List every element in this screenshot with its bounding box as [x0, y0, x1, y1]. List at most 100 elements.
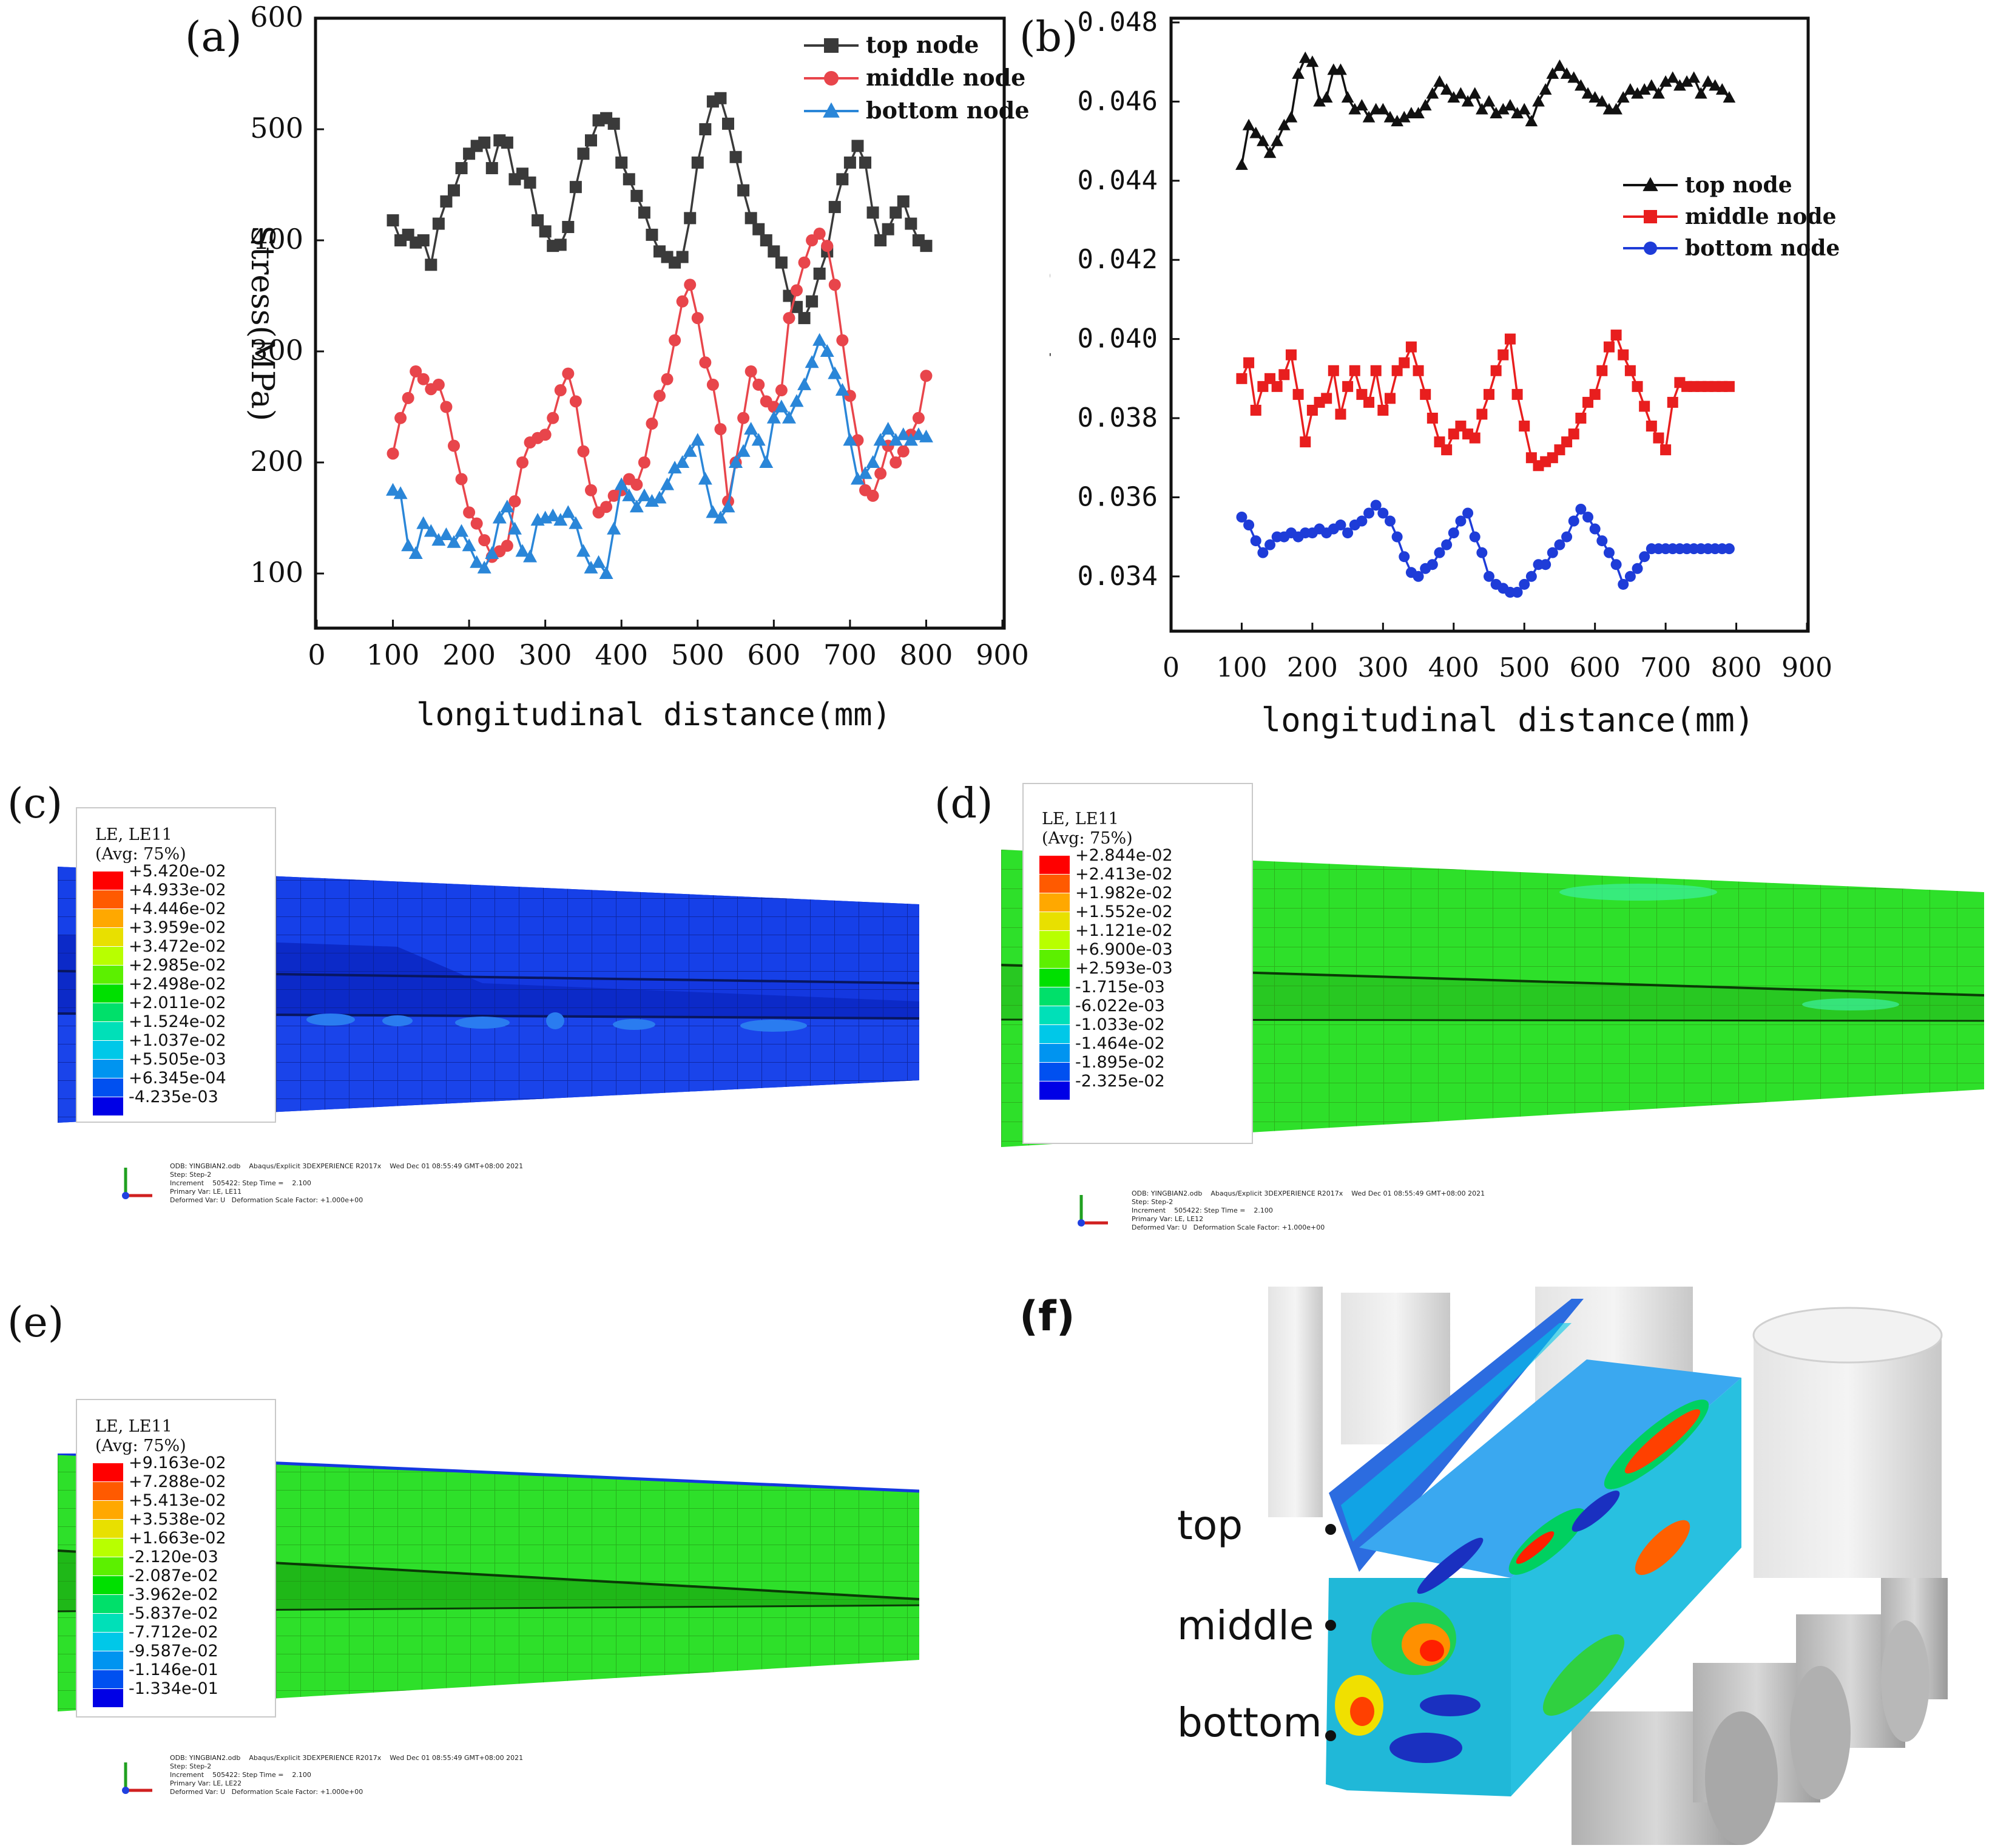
data-point [1595, 95, 1609, 107]
legend-value: +2.593e-03 [1075, 959, 1173, 978]
triad-icon [122, 1762, 152, 1794]
data-point [920, 240, 933, 252]
data-point [1582, 512, 1594, 523]
legend-value: +1.037e-02 [129, 1031, 226, 1050]
data-point [532, 214, 544, 227]
node-marker-bottom [1325, 1730, 1336, 1741]
data-point [1441, 444, 1453, 456]
data-point [1511, 388, 1523, 400]
data-point [1484, 570, 1494, 582]
data-point [1348, 103, 1362, 115]
data-point [737, 411, 750, 424]
y-axis-label: Strain [1050, 265, 1056, 384]
data-point [1257, 134, 1269, 146]
data-point [585, 484, 597, 496]
data-point [1426, 413, 1438, 424]
data-point [798, 256, 811, 269]
data-point [675, 455, 690, 468]
data-point [1561, 531, 1573, 543]
data-point [699, 356, 712, 369]
legend-value: +3.959e-02 [129, 918, 226, 937]
x-tick-label: 100 [366, 638, 420, 671]
data-point [1362, 110, 1376, 123]
legend-swatch [93, 966, 123, 984]
data-point [874, 467, 887, 480]
data-point [1413, 365, 1424, 376]
data-point [1377, 507, 1389, 519]
data-point [653, 390, 666, 402]
data-point [1525, 115, 1538, 127]
data-point [1482, 95, 1496, 107]
data-point [850, 472, 865, 485]
data-point [646, 417, 658, 430]
data-point [1624, 570, 1636, 582]
data-point [1271, 134, 1284, 146]
data-point [1589, 91, 1602, 103]
legend-value: -1.334e-01 [129, 1679, 218, 1698]
data-point [1596, 365, 1608, 376]
data-point [470, 517, 483, 530]
data-point [768, 245, 780, 258]
data-point [1618, 578, 1629, 590]
legend-swatch [93, 1576, 123, 1594]
abaqus-footer-d: ODB: YINGBIAN2.odb Abaqus/Explicit 3DEXP… [1132, 1190, 1485, 1231]
data-point [462, 538, 476, 552]
data-point [1723, 381, 1735, 392]
panel-label-d: (d) [934, 780, 993, 828]
panel-label-b: (b) [1019, 13, 1078, 61]
y-tick-label: 200 [250, 445, 303, 478]
data-point [1496, 103, 1510, 115]
data-point [1277, 118, 1291, 130]
data-point [1412, 107, 1425, 119]
data-point [478, 534, 491, 547]
data-point [669, 334, 681, 347]
data-point [890, 206, 902, 219]
legend-value: -2.087e-02 [129, 1566, 218, 1585]
data-point [646, 228, 658, 241]
x-tick-label: 500 [671, 638, 724, 671]
data-point [562, 367, 575, 380]
contour-legend-e: LE, LE11 (Avg: 75%) +9.163e-02 +7.288e-02… [76, 1399, 276, 1718]
data-point [798, 312, 811, 325]
data-point [744, 422, 758, 435]
data-point [1399, 551, 1410, 563]
data-point [1553, 59, 1566, 71]
x-tick-label: 600 [747, 638, 800, 671]
x-tick-label: 800 [1711, 652, 1762, 683]
data-point [905, 217, 917, 230]
data-point [1568, 515, 1579, 527]
data-point [722, 117, 734, 130]
data-point [1441, 539, 1453, 550]
data-point [1589, 523, 1601, 535]
data-point [1603, 341, 1615, 353]
x-tick-label: 300 [519, 638, 572, 671]
y-tick-label: 100 [250, 556, 303, 589]
data-point [713, 510, 728, 524]
data-point [1723, 91, 1736, 103]
legend-value: +9.163e-02 [129, 1454, 226, 1472]
plot-frame [1169, 16, 1810, 633]
data-point [828, 279, 841, 291]
data-point [431, 533, 446, 546]
data-point [1320, 91, 1333, 103]
legend-value: +1.663e-02 [129, 1529, 226, 1548]
data-point [592, 555, 606, 568]
y-tick-label: 0.048 [1078, 7, 1158, 38]
data-point [812, 333, 827, 346]
data-point [615, 156, 628, 169]
data-point [1468, 87, 1482, 99]
legend-swatch [93, 1022, 123, 1040]
data-point [1292, 67, 1305, 79]
legend-label: top node [866, 31, 979, 58]
data-point [553, 513, 568, 526]
legend-value: -3.962e-02 [129, 1585, 218, 1604]
legend-swatch [93, 1463, 123, 1481]
data-point [1581, 87, 1595, 99]
data-point [584, 560, 598, 574]
data-point [515, 544, 530, 557]
data-point [1673, 79, 1686, 91]
data-point [821, 240, 834, 252]
abaqus-footer-c: ODB: YINGBIAN2.odb Abaqus/Explicit 3DEXP… [170, 1162, 524, 1204]
legend-swatch [93, 1520, 123, 1538]
data-point [1370, 499, 1382, 511]
